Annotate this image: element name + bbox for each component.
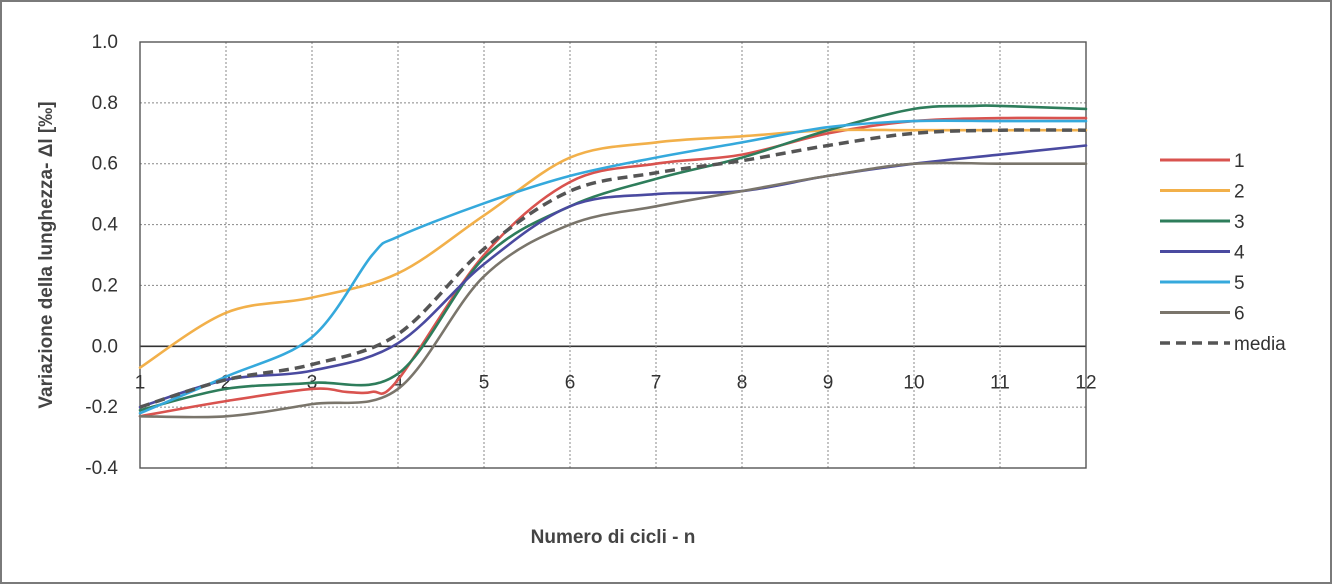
y-tick-label: 0.2 bbox=[92, 275, 118, 296]
series-line-media bbox=[139, 128, 1087, 409]
plot-border bbox=[139, 41, 1087, 469]
x-tick-labels: 1 2 3 4 5 6 7 8 9 10 11 12 bbox=[135, 372, 1097, 393]
y-tick-label: 0.6 bbox=[92, 154, 118, 175]
y-tick-labels: -0.4 -0.2 0.0 0.2 0.4 0.6 0.8 1.0 bbox=[85, 32, 118, 479]
x-axis-title: Numero di cicli - n bbox=[531, 527, 696, 548]
x-tick-label: 11 bbox=[990, 372, 1010, 393]
legend-label-3: 3 bbox=[1234, 212, 1245, 233]
x-tick-label: 1 bbox=[135, 372, 146, 393]
legend: 1 2 3 4 5 6 media bbox=[1160, 151, 1286, 355]
series-line-3 bbox=[138, 104, 1088, 412]
y-tick-label: 0.4 bbox=[92, 215, 119, 236]
x-tick-label: 10 bbox=[903, 372, 924, 393]
series-line-2 bbox=[138, 128, 1088, 369]
y-axis-title: Variazione della lunghezza- Δl [‰] bbox=[36, 101, 57, 408]
series-lines bbox=[138, 104, 1088, 419]
x-tick-label: 8 bbox=[737, 372, 748, 393]
y-tick-label: 0.0 bbox=[92, 336, 118, 357]
y-tick-label: 1.0 bbox=[92, 32, 118, 53]
x-tick-label: 5 bbox=[479, 372, 490, 393]
x-tick-label: 9 bbox=[823, 372, 834, 393]
x-tick-label: 12 bbox=[1075, 372, 1096, 393]
legend-label-6: 6 bbox=[1234, 304, 1245, 325]
series-line-5 bbox=[138, 119, 1088, 415]
x-tick-label: 7 bbox=[651, 372, 662, 393]
plot-area bbox=[140, 42, 1086, 468]
legend-label-media: media bbox=[1234, 334, 1286, 355]
legend-label-5: 5 bbox=[1234, 273, 1245, 294]
y-tick-label: 0.8 bbox=[92, 93, 118, 114]
legend-label-2: 2 bbox=[1234, 182, 1245, 203]
x-tick-label: 2 bbox=[221, 372, 232, 393]
series-line-6 bbox=[138, 161, 1088, 419]
x-tick-label: 6 bbox=[565, 372, 576, 393]
y-tick-label: -0.4 bbox=[85, 458, 118, 479]
legend-label-1: 1 bbox=[1234, 151, 1245, 172]
y-tick-label: -0.2 bbox=[85, 397, 118, 418]
legend-label-4: 4 bbox=[1234, 243, 1245, 264]
x-tick-label: 4 bbox=[393, 372, 404, 393]
